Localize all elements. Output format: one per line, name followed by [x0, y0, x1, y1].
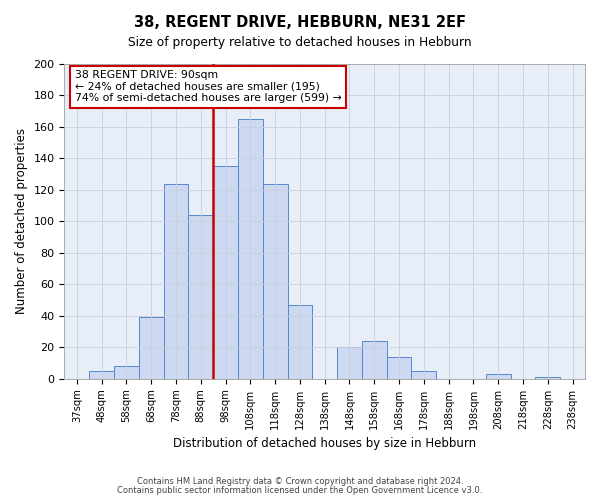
Bar [263, 184, 287, 378]
Text: 38, REGENT DRIVE, HEBBURN, NE31 2EF: 38, REGENT DRIVE, HEBBURN, NE31 2EF [134, 15, 466, 30]
Bar [164, 184, 188, 378]
Y-axis label: Number of detached properties: Number of detached properties [15, 128, 28, 314]
Bar [213, 166, 238, 378]
Bar [188, 215, 213, 378]
Bar [362, 341, 386, 378]
Bar [412, 371, 436, 378]
X-axis label: Distribution of detached houses by size in Hebburn: Distribution of detached houses by size … [173, 437, 476, 450]
Bar [238, 119, 263, 378]
Bar [486, 374, 511, 378]
Bar [386, 356, 412, 378]
Text: Contains HM Land Registry data © Crown copyright and database right 2024.: Contains HM Land Registry data © Crown c… [137, 477, 463, 486]
Text: 38 REGENT DRIVE: 90sqm
← 24% of detached houses are smaller (195)
74% of semi-de: 38 REGENT DRIVE: 90sqm ← 24% of detached… [75, 70, 341, 104]
Bar [89, 371, 114, 378]
Bar [337, 347, 362, 378]
Bar [535, 377, 560, 378]
Bar [114, 366, 139, 378]
Bar [139, 318, 164, 378]
Text: Contains public sector information licensed under the Open Government Licence v3: Contains public sector information licen… [118, 486, 482, 495]
Text: Size of property relative to detached houses in Hebburn: Size of property relative to detached ho… [128, 36, 472, 49]
Bar [287, 304, 313, 378]
